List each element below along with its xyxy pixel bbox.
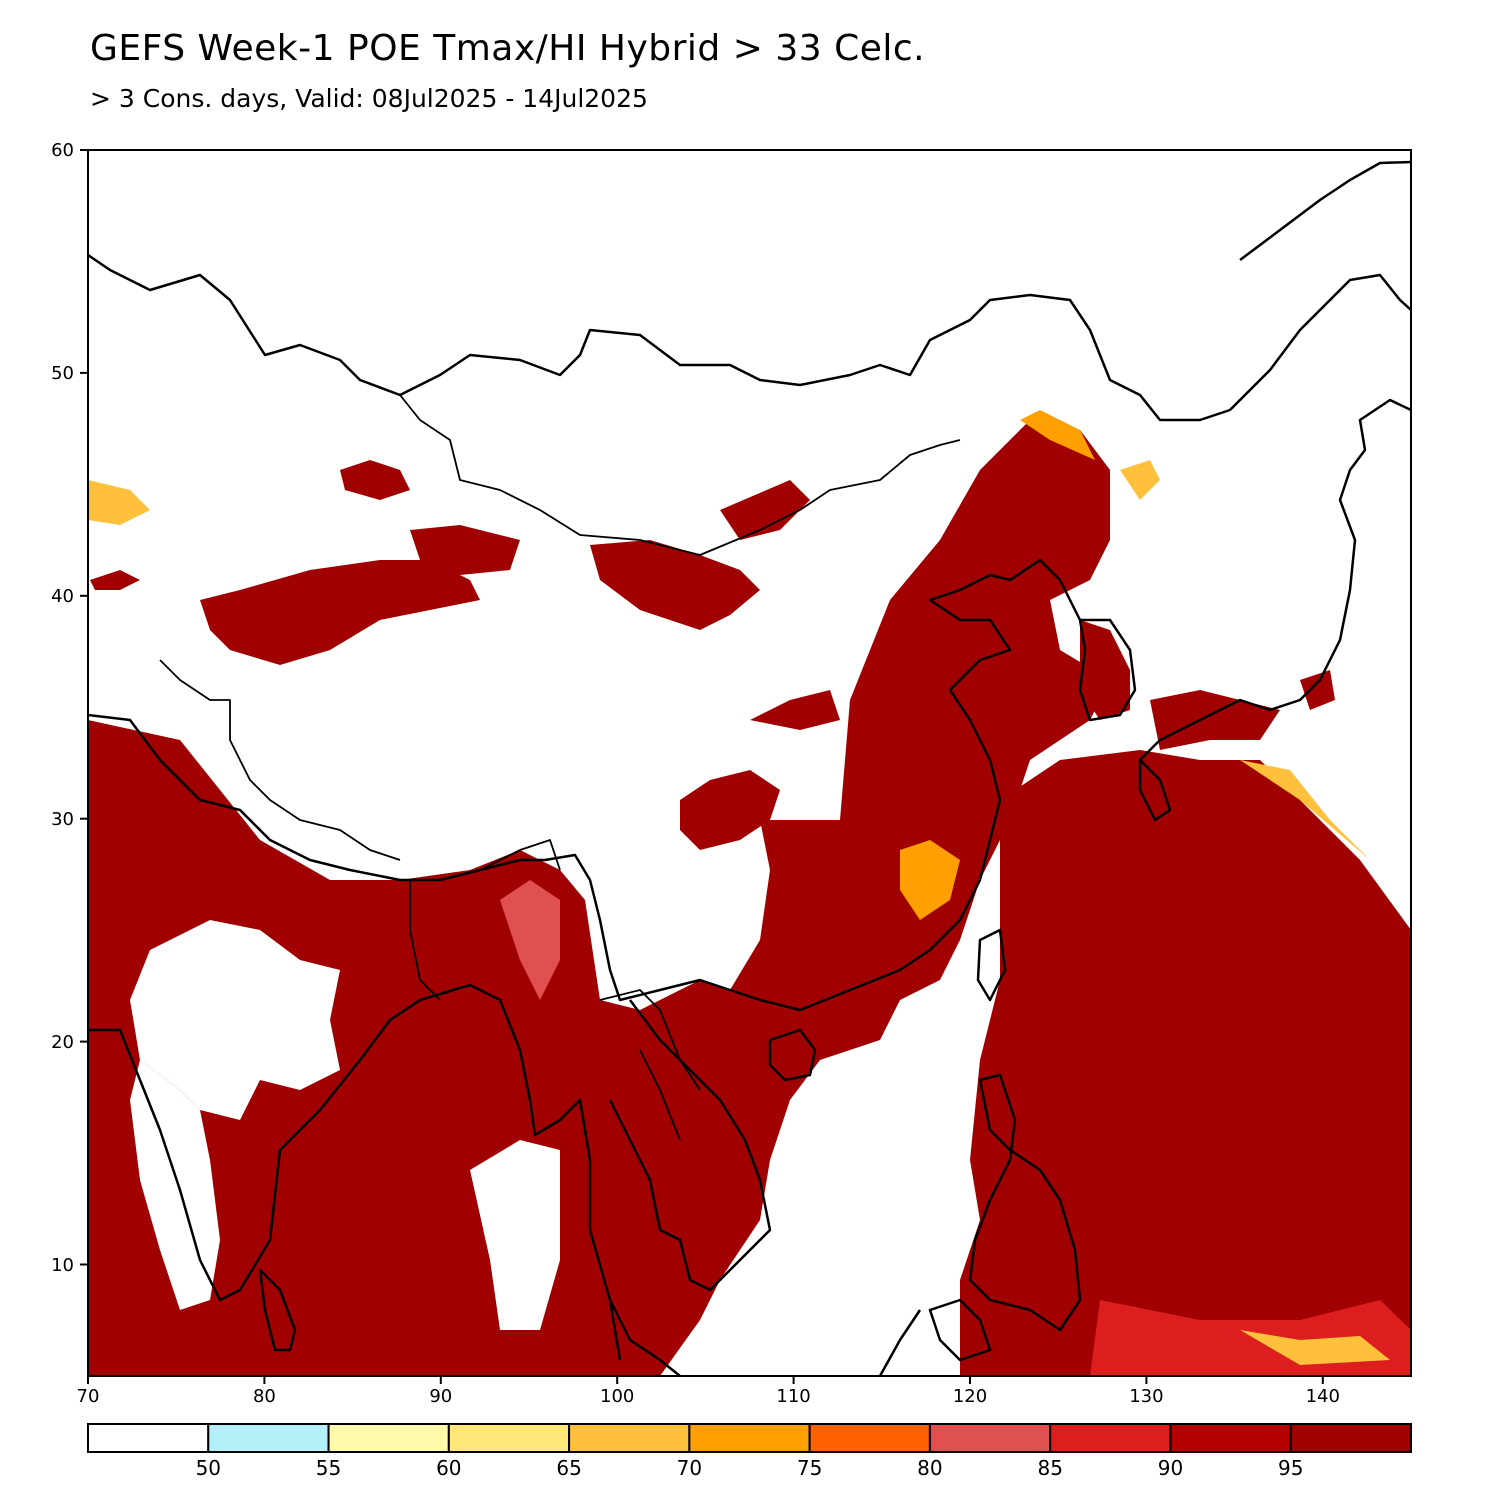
colorbar-swatch: [808, 1423, 931, 1453]
lat-tick-label: 60: [51, 140, 74, 161]
colorbar-swatch: [688, 1423, 811, 1453]
lon-tick-label: 70: [77, 1386, 100, 1407]
lat-tick-label: 10: [51, 1255, 74, 1276]
lon-tick-label: 100: [600, 1386, 634, 1407]
colorbar-swatch: [327, 1423, 450, 1453]
colorbar-label: 80: [917, 1456, 942, 1480]
colorbar-label: 55: [316, 1456, 341, 1480]
lon-tick-label: 140: [1306, 1386, 1340, 1407]
colorbar-label: 70: [677, 1456, 702, 1480]
axis-ticks: [80, 149, 1324, 1384]
lat-tick-label: 50: [51, 363, 74, 384]
colorbar-label: 95: [1278, 1456, 1303, 1480]
lon-tick-label: 110: [776, 1386, 810, 1407]
lon-labels: 70 80 90 100 110 120 130 140: [77, 1386, 1340, 1407]
colorbar-swatch: [1169, 1423, 1292, 1453]
lat-tick-label: 20: [51, 1032, 74, 1053]
lon-tick-label: 120: [953, 1386, 987, 1407]
lat-tick-label: 40: [51, 586, 74, 607]
plot-frame: [87, 149, 1412, 1377]
colorbar-swatch: [1049, 1423, 1172, 1453]
lon-tick-label: 80: [253, 1386, 276, 1407]
colorbar-label: 85: [1037, 1456, 1062, 1480]
colorbar-label: 65: [556, 1456, 581, 1480]
colorbar-label: 60: [436, 1456, 461, 1480]
lat-tick-label: 30: [51, 809, 74, 830]
colorbar-swatch: [87, 1423, 210, 1453]
colorbar-label: 75: [797, 1456, 822, 1480]
colorbar-swatch: [447, 1423, 571, 1453]
colorbar-swatch: [568, 1423, 691, 1453]
map-subtitle: > 3 Cons. days, Valid: 08Jul2025 - 14Jul…: [90, 84, 648, 113]
colorbar-swatch: [1289, 1423, 1413, 1453]
colorbar-swatch: [928, 1423, 1052, 1453]
probability-fills: [88, 410, 1411, 1376]
lon-tick-label: 90: [429, 1386, 452, 1407]
colorbar-label: 50: [196, 1456, 221, 1480]
probability-shading: [88, 160, 1411, 1376]
lat-labels: 10 20 30 40 50 60: [51, 140, 74, 1276]
lon-tick-label: 130: [1129, 1386, 1163, 1407]
colorbar: 50 55 60 65 70 75 80 85 90 95: [87, 1423, 1413, 1480]
colorbar-swatch: [207, 1423, 330, 1453]
map-title: GEFS Week-1 POE Tmax/HI Hybrid > 33 Celc…: [90, 28, 926, 69]
coastlines: [88, 160, 1411, 1376]
colorbar-label: 90: [1158, 1456, 1183, 1480]
country-borders: [159, 394, 961, 1141]
